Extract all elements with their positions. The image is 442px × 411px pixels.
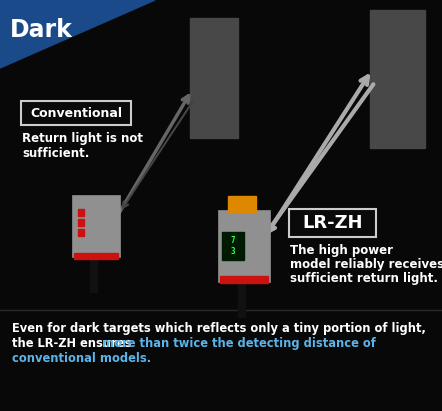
Text: conventional models.: conventional models. [12, 352, 151, 365]
Text: Dark: Dark [10, 18, 73, 42]
Text: sufficient return light.: sufficient return light. [290, 272, 438, 285]
Text: more than twice the detecting distance of: more than twice the detecting distance o… [102, 337, 376, 350]
Bar [220, 276, 268, 283]
Bar [238, 282, 245, 317]
Polygon shape [0, 0, 155, 68]
Bar [72, 195, 120, 257]
Text: the LR-ZH ensures: the LR-ZH ensures [12, 337, 136, 350]
Bar [222, 232, 244, 260]
Text: The high power: The high power [290, 244, 393, 257]
Bar [90, 257, 97, 292]
Bar [190, 18, 238, 138]
Text: 7
3: 7 3 [231, 236, 235, 256]
Text: model reliably receives: model reliably receives [290, 258, 442, 271]
Bar [218, 210, 270, 282]
Text: sufficient.: sufficient. [22, 147, 89, 160]
Text: Conventional: Conventional [30, 106, 122, 120]
Text: Even for dark targets which reflects only a tiny portion of light,: Even for dark targets which reflects onl… [12, 322, 426, 335]
FancyBboxPatch shape [21, 101, 131, 125]
Text: LR-ZH: LR-ZH [302, 214, 363, 232]
Bar [78, 229, 84, 236]
Bar [228, 196, 256, 212]
Text: Return light is not: Return light is not [22, 132, 143, 145]
Bar [78, 219, 84, 226]
Bar [78, 209, 84, 216]
Bar [74, 253, 118, 259]
FancyBboxPatch shape [289, 209, 376, 237]
Bar [370, 10, 425, 148]
